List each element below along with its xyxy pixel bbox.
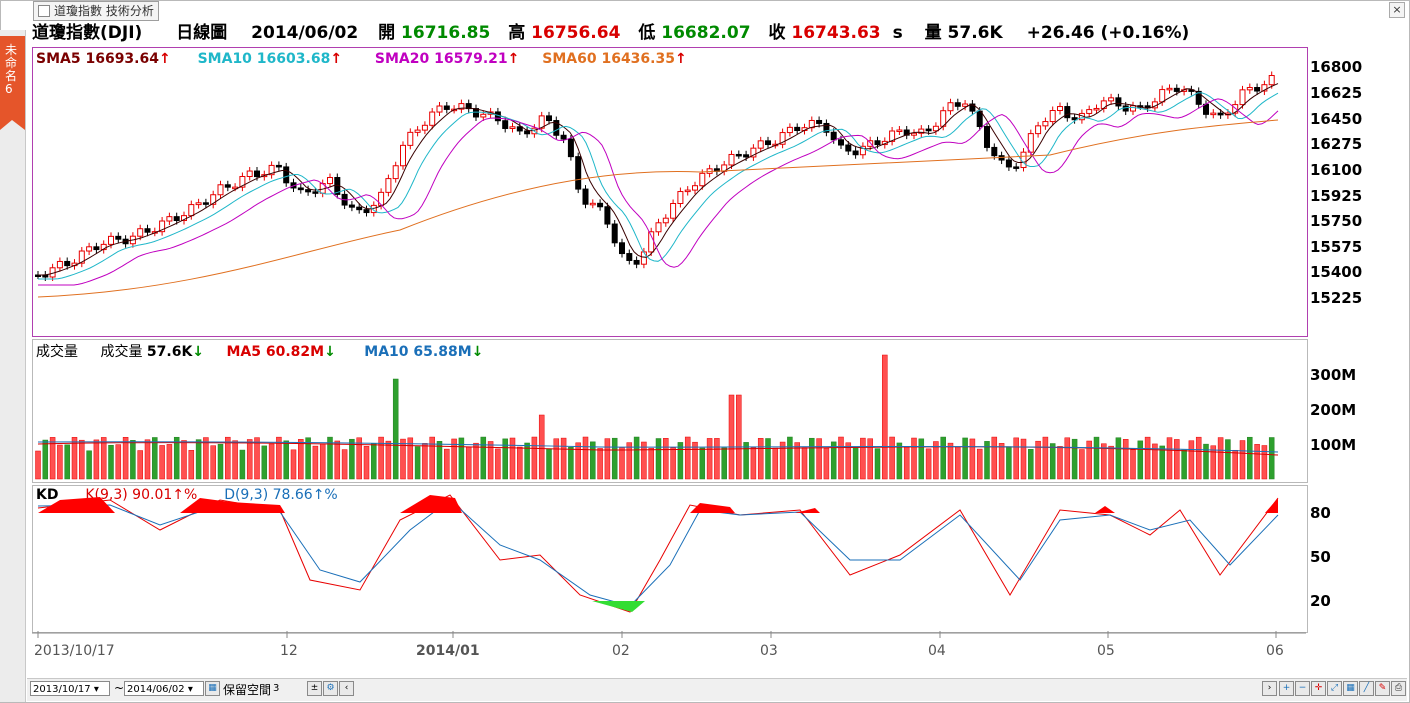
quote-date: 2014/06/02 — [251, 23, 359, 43]
reserve-label: 保留空間 — [223, 683, 272, 697]
from-date-select[interactable]: 2013/10/17 ▾ — [30, 681, 110, 696]
sma20-arrow: ↑ — [507, 51, 520, 67]
price-tick: 15925 — [1310, 187, 1363, 205]
vol-ma5-label: MA5 60.82M — [226, 344, 325, 360]
low-label: 低 — [638, 23, 656, 43]
price-tick: 16100 — [1310, 161, 1363, 179]
price-tick: 16625 — [1310, 84, 1363, 102]
kd-tick: 80 — [1310, 504, 1331, 522]
to-date: 2014/06/02 — [127, 684, 185, 695]
kd-title: KD — [36, 487, 59, 503]
sma5-arrow: ↑ — [158, 51, 171, 67]
grid-icon[interactable]: ▦ — [1343, 681, 1358, 696]
price-tick: 15575 — [1310, 238, 1363, 256]
open-label: 開 — [378, 23, 396, 43]
volume-tick: 100M — [1310, 436, 1357, 454]
volume-legend-label: 成交量 — [100, 344, 143, 360]
top-tab-bar: 道瓊指數 技術分析 × — [27, 0, 1407, 21]
volume-tick: 300M — [1310, 366, 1357, 384]
price-panel[interactable] — [32, 47, 1308, 337]
sma60-label: SMA60 16436.35 — [542, 51, 675, 67]
from-date: 2013/10/17 — [33, 684, 91, 695]
volume-value: 57.6K — [947, 23, 1003, 43]
bottom-toolbar: 2013/10/17 ▾ ~ 2014/06/02 ▾ ▦ 保留空間 3 ± ⚙… — [27, 678, 1407, 701]
price-tick: 16800 — [1310, 58, 1363, 76]
fit-icon[interactable]: ⤢ — [1327, 681, 1342, 696]
kd-panel[interactable] — [32, 485, 1308, 633]
vol-ma10-arrow: ↓ — [471, 344, 484, 360]
price-tick: 16450 — [1310, 110, 1363, 128]
low-value: 16682.07 — [661, 23, 751, 43]
price-legend: SMA5 16693.64↑ SMA10 16603.68↑ SMA20 165… — [36, 51, 687, 67]
x-label-dec: 12 — [280, 643, 298, 659]
k-arrow: ↑% — [172, 487, 198, 503]
vol-ma5-arrow: ↓ — [324, 344, 336, 360]
volume-legend-value: 57.6K — [146, 344, 193, 360]
x-label-jan: 2014/01 — [416, 643, 480, 659]
sma60-arrow: ↑ — [674, 51, 687, 67]
chart-tab-icon — [38, 5, 50, 17]
date-range-tilde: ~ — [114, 681, 125, 695]
close-label: 收 — [768, 23, 786, 43]
draw-icon[interactable]: ✎ — [1375, 681, 1390, 696]
sma10-arrow: ↑ — [330, 51, 343, 67]
volume-label: 量 — [924, 23, 942, 43]
price-tick: 15225 — [1310, 289, 1363, 307]
d-arrow: ↑% — [312, 487, 338, 503]
reserve-value: 3 — [273, 683, 280, 694]
high-value: 16756.64 — [531, 23, 621, 43]
vol-ma10-label: MA10 65.88M — [364, 344, 472, 360]
side-tab-strip: 未命名6 — [0, 30, 26, 702]
tab-technical-analysis[interactable]: 道瓊指數 技術分析 — [33, 1, 159, 21]
volume-panel[interactable] — [32, 339, 1308, 483]
x-label-feb: 02 — [612, 643, 630, 659]
kd-tick: 50 — [1310, 548, 1331, 566]
close-value: 16743.63 — [791, 23, 881, 43]
side-tab-label: 未命名6 — [5, 43, 18, 96]
spin-icon[interactable]: ± — [307, 681, 322, 696]
to-date-select[interactable]: 2014/06/02 ▾ — [124, 681, 204, 696]
sma10-label: SMA10 16603.68 — [197, 51, 331, 67]
zoom-out-icon[interactable]: − — [1295, 681, 1310, 696]
x-label-jun: 06 — [1266, 643, 1284, 659]
reserve-input[interactable]: 3 — [271, 681, 307, 696]
sma5-label: SMA5 16693.64 — [36, 51, 159, 67]
change-value: +26.46 (+0.16%) — [1026, 23, 1190, 43]
x-label-mar: 03 — [760, 643, 778, 659]
print-icon[interactable]: ⎙ — [1391, 681, 1406, 696]
open-value: 16716.85 — [401, 23, 491, 43]
tab-label: 道瓊指數 技術分析 — [54, 4, 154, 18]
quote-header: 道瓊指數(DJI) 日線圖 2014/06/02 開 16716.85 高 16… — [32, 22, 1402, 44]
volume-panel-title: 成交量 — [36, 344, 78, 360]
close-icon[interactable]: × — [1389, 2, 1405, 18]
crosshair-icon[interactable]: ✛ — [1311, 681, 1326, 696]
volume-legend: 成交量 成交量 57.6K↓ MA5 60.82M↓ MA10 65.88M↓ — [36, 341, 483, 361]
scroll-right-icon[interactable]: › — [1262, 681, 1277, 696]
volume-tick: 200M — [1310, 401, 1357, 419]
d-label: D(9,3) 78.66 — [224, 487, 313, 503]
close-suffix: s — [892, 23, 903, 43]
sma20-label: SMA20 16579.21 — [374, 51, 508, 67]
kd-legend: KD K(9,3) 90.01↑% D(9,3) 78.66↑% — [36, 487, 338, 503]
period-label: 日線圖 — [176, 23, 228, 43]
kd-tick: 20 — [1310, 592, 1331, 610]
x-label-apr: 04 — [928, 643, 946, 659]
price-tick: 16275 — [1310, 135, 1363, 153]
zoom-in-icon[interactable]: + — [1279, 681, 1294, 696]
settings-icon[interactable]: ⚙ — [323, 681, 338, 696]
line-icon[interactable]: ╱ — [1359, 681, 1374, 696]
high-label: 高 — [508, 23, 526, 43]
volume-legend-arrow: ↓ — [192, 344, 205, 360]
k-label: K(9,3) 90.01 — [85, 487, 173, 503]
calendar-icon[interactable]: ▦ — [205, 681, 220, 696]
x-label-may: 05 — [1097, 643, 1115, 659]
scroll-left-icon[interactable]: ‹ — [339, 681, 354, 696]
price-tick: 15750 — [1310, 212, 1363, 230]
price-tick: 15400 — [1310, 263, 1363, 281]
x-label-start: 2013/10/17 — [34, 643, 115, 659]
symbol-name: 道瓊指數(DJI) — [32, 23, 143, 43]
side-tab-unnamed[interactable]: 未命名6 — [0, 36, 25, 130]
